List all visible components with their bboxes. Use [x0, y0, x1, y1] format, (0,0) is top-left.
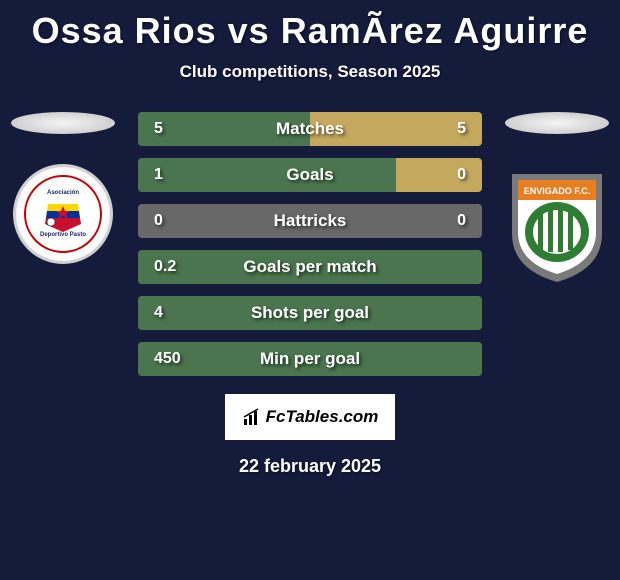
chart-icon: [242, 407, 262, 427]
footer-logo-area: FcTables.com: [0, 394, 620, 440]
subtitle: Club competitions, Season 2025: [0, 62, 620, 82]
svg-text:Asociación: Asociación: [47, 190, 79, 196]
envigado-badge-icon: ENVIGADO F.C.: [502, 164, 612, 284]
club-badge-right: ENVIGADO F.C.: [502, 164, 612, 284]
stat-label: Min per goal: [138, 349, 482, 369]
page-title: Ossa Rios vs RamÃrez Aguirre: [0, 10, 620, 52]
fctables-logo: FcTables.com: [225, 394, 395, 440]
stat-row: 0Hattricks0: [138, 204, 482, 238]
stat-label: Matches: [138, 119, 482, 139]
stat-bars: 5Matches51Goals00Hattricks00.2Goals per …: [118, 112, 502, 388]
left-side: Asociación Deportivo Pasto: [8, 112, 118, 264]
player-placeholder-right: [505, 112, 609, 134]
svg-text:ENVIGADO F.C.: ENVIGADO F.C.: [524, 186, 591, 196]
stat-row: 4Shots per goal: [138, 296, 482, 330]
stat-label: Hattricks: [138, 211, 482, 231]
stat-value-right: 0: [457, 166, 466, 184]
logo-text: FcTables.com: [266, 407, 379, 427]
stat-label: Shots per goal: [138, 303, 482, 323]
stat-row: 450Min per goal: [138, 342, 482, 376]
club-badge-left: Asociación Deportivo Pasto: [13, 164, 113, 264]
svg-text:Deportivo Pasto: Deportivo Pasto: [40, 232, 86, 238]
stat-value-right: 5: [457, 120, 466, 138]
stat-label: Goals per match: [138, 257, 482, 277]
stat-value-right: 0: [457, 212, 466, 230]
stat-row: 1Goals0: [138, 158, 482, 192]
pasto-badge-icon: Asociación Deportivo Pasto: [23, 174, 103, 254]
right-side: ENVIGADO F.C.: [502, 112, 612, 284]
player-placeholder-left: [11, 112, 115, 134]
stats-area: Asociación Deportivo Pasto 5Matches5 1Goa…: [0, 112, 620, 388]
stat-label: Goals: [138, 165, 482, 185]
stat-row: 0.2Goals per match: [138, 250, 482, 284]
stat-row: 5Matches5: [138, 112, 482, 146]
date-line: 22 february 2025: [0, 456, 620, 477]
